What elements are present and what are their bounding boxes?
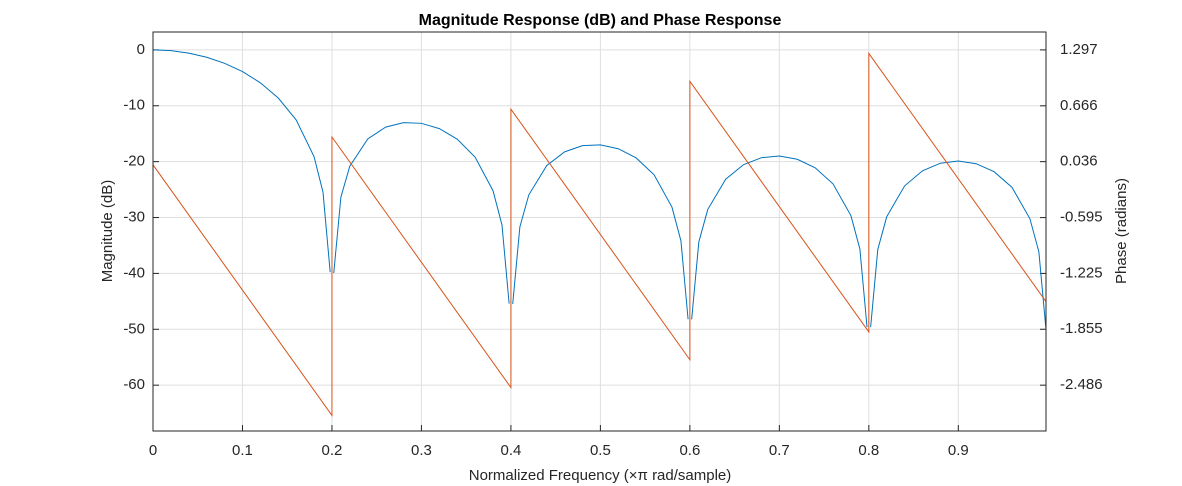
series-line	[691, 155, 868, 328]
y2-tick-label: 1.297	[1060, 41, 1098, 58]
y-tick-label: -60	[123, 376, 145, 393]
x-tick-label: 0.8	[858, 442, 879, 459]
y-tick-label: -20	[123, 153, 145, 170]
x-tick-label: 0.2	[322, 442, 343, 459]
series-line	[153, 49, 331, 273]
series-line	[870, 160, 1046, 330]
series-line	[153, 51, 1046, 417]
y2-tick-label: -1.855	[1060, 320, 1103, 337]
y-tick-label: -40	[123, 264, 145, 281]
y2-tick-label: -2.486	[1060, 376, 1103, 393]
x-axis-label: Normalized Frequency (×π rad/sample)	[469, 467, 732, 484]
x-tick-label: 0.5	[590, 442, 611, 459]
y-axis-label: Magnitude (dB)	[99, 180, 116, 283]
x-tick-label: 0.1	[232, 442, 253, 459]
axes-box	[152, 31, 1047, 432]
series-line	[333, 122, 510, 304]
grid	[152, 32, 1046, 431]
x-tick-label: 0	[149, 442, 157, 459]
series-line	[512, 144, 689, 320]
x-tick-label: 0.6	[679, 442, 700, 459]
plot-area	[153, 32, 1046, 431]
y-tick-label: -30	[123, 208, 145, 225]
y-tick-label: -50	[123, 320, 145, 337]
y2-tick-label: 0.666	[1060, 97, 1098, 114]
y2-tick-label: -1.225	[1060, 264, 1103, 281]
lines	[153, 49, 1046, 417]
x-tick-label: 0.9	[948, 442, 969, 459]
y-tick-label: -10	[123, 97, 145, 114]
y2-tick-label: 0.036	[1060, 153, 1098, 170]
y2-tick-label: -0.595	[1060, 209, 1103, 226]
x-tick-label: 0.7	[769, 442, 790, 459]
x-tick-label: 0.4	[500, 442, 521, 459]
chart-title: Magnitude Response (dB) and Phase Respon…	[419, 12, 782, 29]
x-tick-label: 0.3	[411, 442, 432, 459]
y-tick-label: 0	[137, 41, 145, 58]
y2-axis-label: Phase (radians)	[1113, 178, 1130, 284]
